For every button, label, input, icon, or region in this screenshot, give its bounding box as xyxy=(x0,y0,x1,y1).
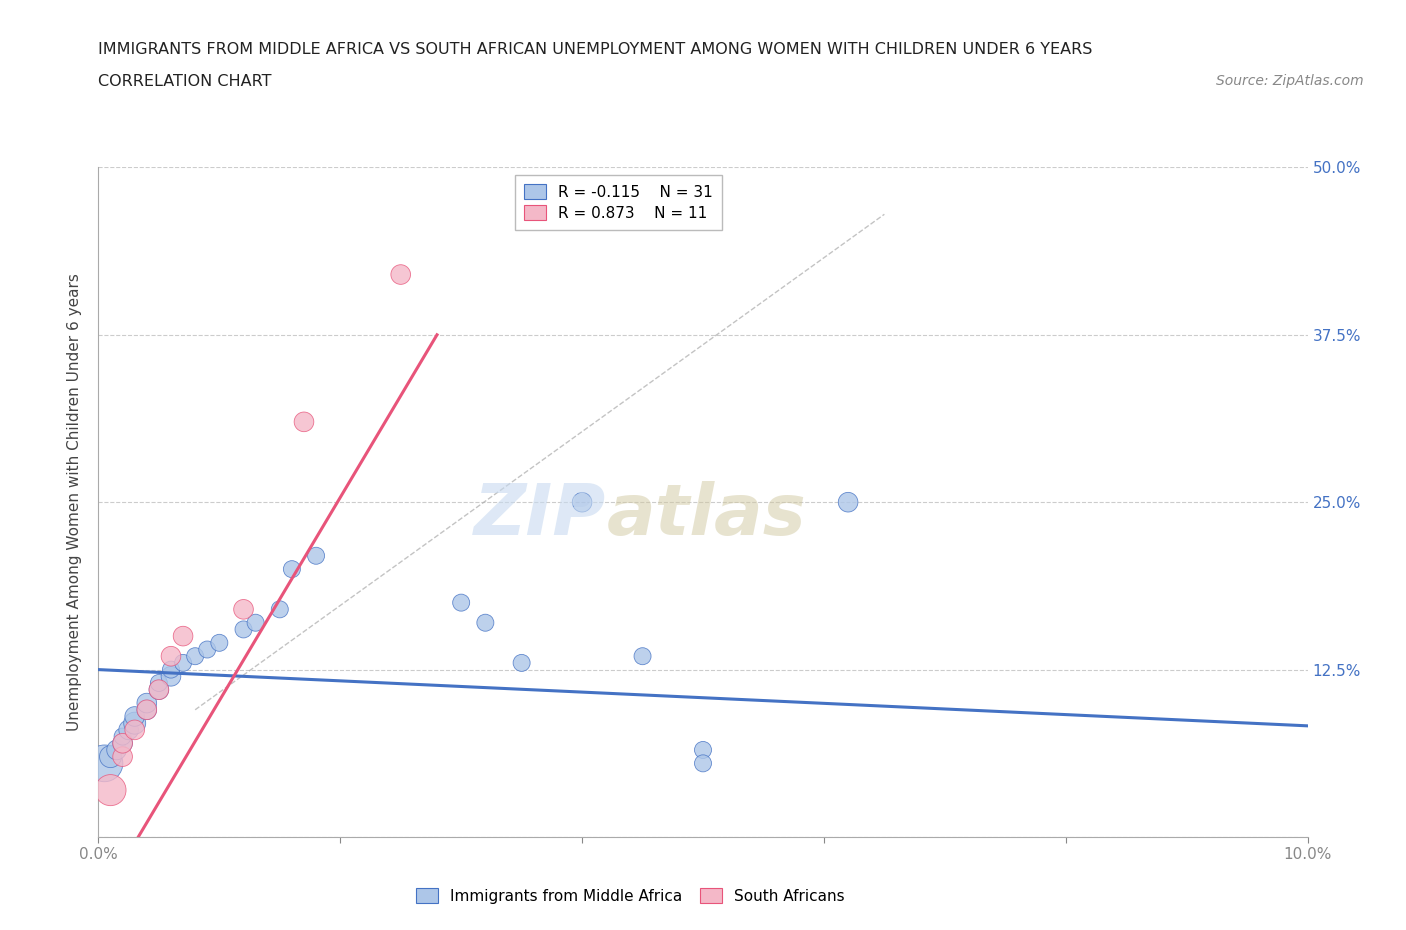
Point xyxy=(118,723,141,737)
Point xyxy=(100,783,122,798)
Point xyxy=(148,683,170,698)
Point xyxy=(148,683,170,698)
Point xyxy=(389,267,412,282)
Point xyxy=(105,742,128,757)
Point xyxy=(450,595,472,610)
Point xyxy=(148,675,170,690)
Point xyxy=(305,549,328,564)
Point xyxy=(124,716,146,731)
Point xyxy=(135,702,157,717)
Point xyxy=(160,649,183,664)
Point xyxy=(208,635,231,650)
Point xyxy=(135,696,157,711)
Point xyxy=(184,649,207,664)
Point xyxy=(172,629,194,644)
Point xyxy=(100,750,122,764)
Text: atlas: atlas xyxy=(606,481,806,550)
Text: Source: ZipAtlas.com: Source: ZipAtlas.com xyxy=(1216,74,1364,88)
Y-axis label: Unemployment Among Women with Children Under 6 years: Unemployment Among Women with Children U… xyxy=(67,273,83,731)
Point xyxy=(837,495,859,510)
Point xyxy=(232,622,254,637)
Point xyxy=(474,616,496,631)
Point xyxy=(692,756,714,771)
Point xyxy=(571,495,593,510)
Point xyxy=(124,709,146,724)
Text: IMMIGRANTS FROM MIDDLE AFRICA VS SOUTH AFRICAN UNEMPLOYMENT AMONG WOMEN WITH CHI: IMMIGRANTS FROM MIDDLE AFRICA VS SOUTH A… xyxy=(98,42,1092,57)
Point xyxy=(160,669,183,684)
Legend: Immigrants from Middle Africa, South Africans: Immigrants from Middle Africa, South Afr… xyxy=(411,882,851,910)
Point xyxy=(631,649,654,664)
Point xyxy=(510,656,533,671)
Point xyxy=(160,662,183,677)
Text: CORRELATION CHART: CORRELATION CHART xyxy=(98,74,271,89)
Text: ZIP: ZIP xyxy=(474,481,606,550)
Point xyxy=(692,742,714,757)
Point xyxy=(269,602,291,617)
Point xyxy=(93,756,115,771)
Point xyxy=(232,602,254,617)
Point xyxy=(292,415,315,430)
Point xyxy=(111,736,134,751)
Point xyxy=(281,562,304,577)
Point xyxy=(172,656,194,671)
Point xyxy=(195,642,218,657)
Point xyxy=(245,616,267,631)
Point xyxy=(111,750,134,764)
Point xyxy=(135,702,157,717)
Point xyxy=(111,729,134,744)
Point xyxy=(111,736,134,751)
Point xyxy=(124,723,146,737)
